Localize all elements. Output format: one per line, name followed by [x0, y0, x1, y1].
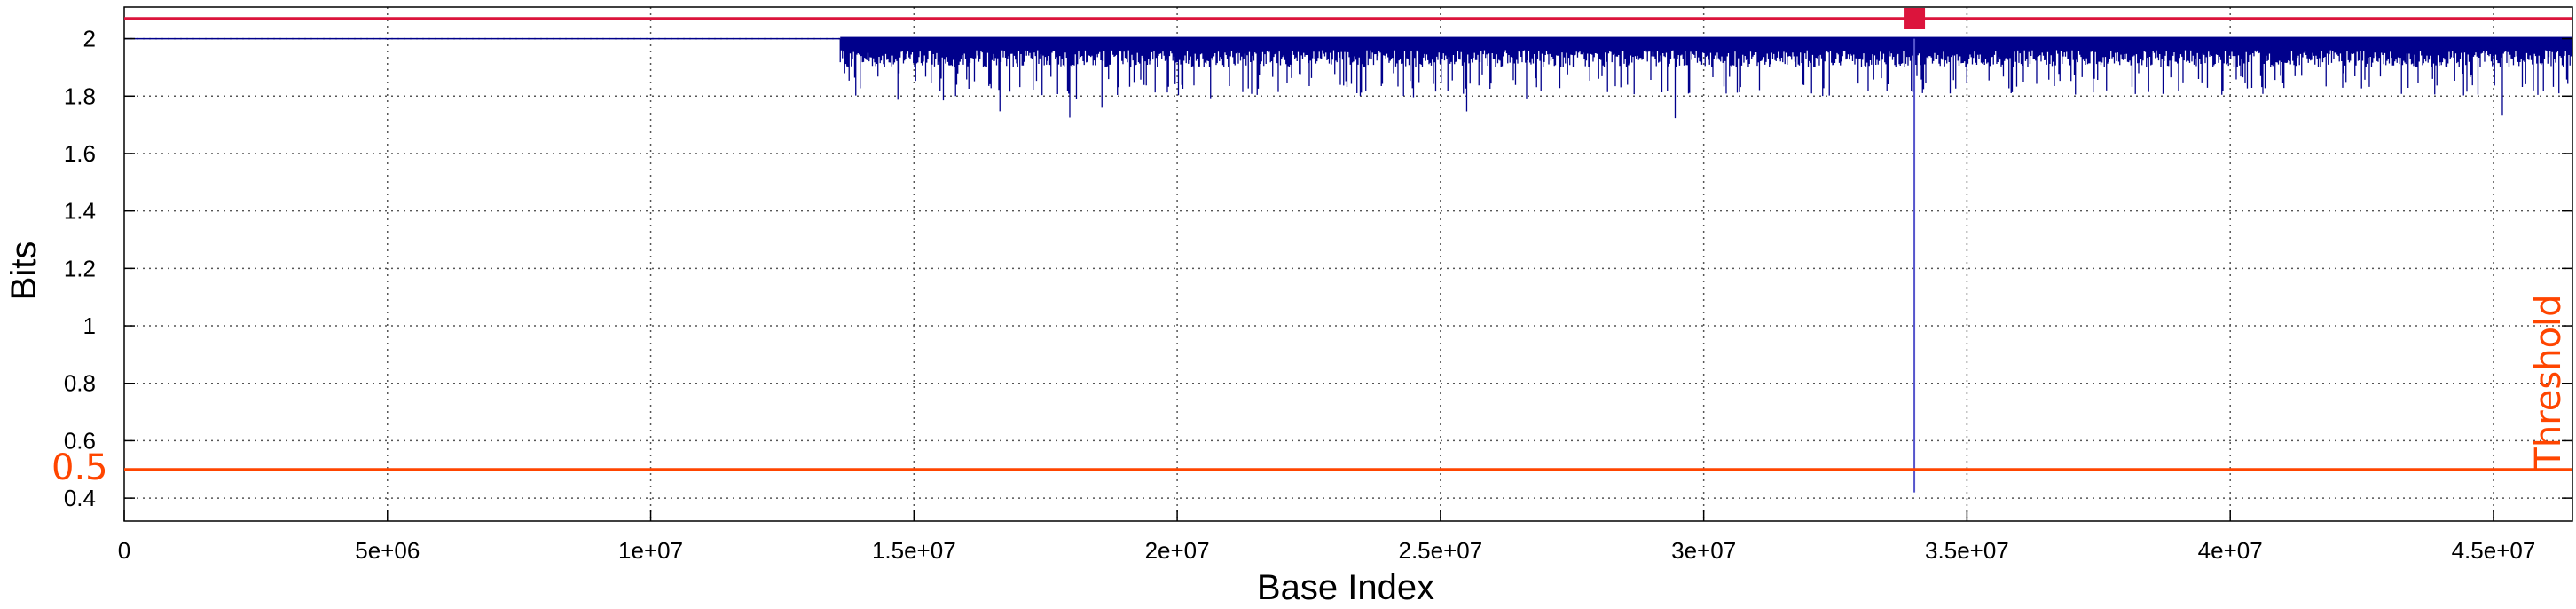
x-tick-label: 2.5e+07: [1399, 537, 1483, 564]
x-tick-label: 4.5e+07: [2452, 537, 2536, 564]
series-noisy-segment: [839, 38, 2573, 119]
x-tick-label: 1e+07: [618, 537, 683, 564]
y-tick-label: 0.8: [64, 370, 96, 397]
y-tick-label: 1.6: [64, 140, 96, 167]
threshold-label: Threshold: [2528, 294, 2569, 470]
y-tick-label: 1.4: [64, 198, 96, 225]
x-tick-label: 3.5e+07: [1925, 537, 2009, 564]
x-axis-ticks: 0 5e+06 1e+07 1.5e+07 2e+07 2.5e+07 3e+07 3.5e+…: [118, 510, 2536, 564]
y-axis-title: Bits: [4, 241, 43, 301]
x-tick-label: 5e+06: [355, 537, 420, 564]
threshold-value-label: 0.5: [51, 447, 108, 488]
series-dense-band: [840, 36, 2572, 49]
y-axis-ticks: 0.4 0.6 0.8 1 1.2 1.4 1.6 1.8 2: [64, 26, 2572, 511]
x-tick-label: 3e+07: [1671, 537, 1736, 564]
x-tick-label: 4e+07: [2198, 537, 2263, 564]
x-tick-label: 2e+07: [1145, 537, 1210, 564]
y-tick-label: 0.4: [64, 485, 96, 511]
x-tick-label: 0: [118, 537, 130, 564]
grid-lines: [124, 7, 2572, 521]
plot-border: [123, 6, 2573, 522]
y-tick-label: 1: [83, 312, 96, 339]
plot-frame: [123, 6, 2573, 522]
y-tick-label: 2: [83, 26, 96, 52]
top-marker: [1904, 8, 1926, 29]
x-axis-title: Base Index: [1257, 568, 1434, 607]
y-tick-label: 0.6: [64, 427, 96, 454]
bits-series: [124, 36, 2573, 493]
y-tick-label: 1.8: [64, 83, 96, 109]
y-tick-label: 1.2: [64, 255, 96, 281]
x-tick-label: 1.5e+07: [872, 537, 956, 564]
